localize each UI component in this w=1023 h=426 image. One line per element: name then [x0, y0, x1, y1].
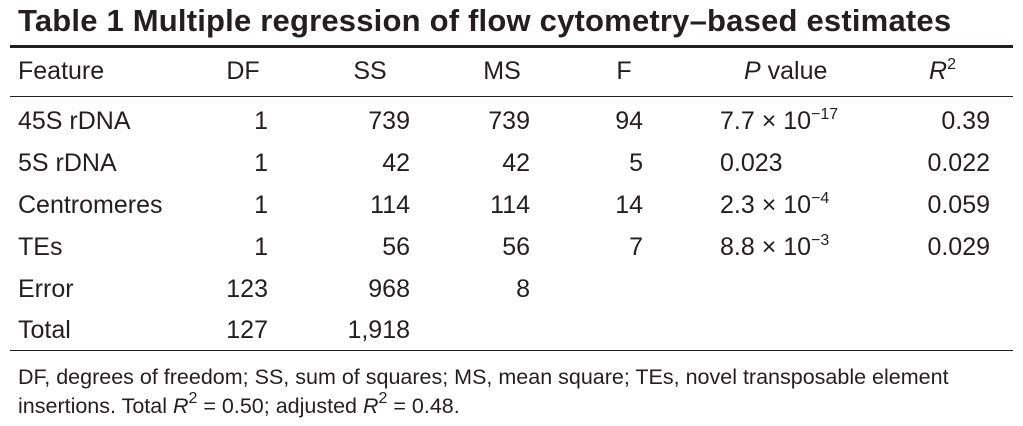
- header-r2: R2: [929, 56, 956, 86]
- cell-ms: 42: [502, 149, 530, 177]
- cell-ss: 739: [368, 107, 410, 135]
- cell-f: 7: [629, 233, 643, 261]
- cell-r2: 0.39: [941, 107, 990, 135]
- header-df: DF: [226, 57, 260, 85]
- footer-rule: [10, 350, 1013, 351]
- cell-ss: 42: [382, 149, 410, 177]
- footnote-r-exp: 2: [188, 390, 198, 407]
- cell-r2: 0.059: [927, 191, 990, 219]
- cell-p-exp: −4: [811, 190, 830, 207]
- cell-ms: 8: [516, 275, 530, 303]
- cell-p-exp: −17: [811, 106, 839, 123]
- cell-p-value: 8.8 × 10−3: [720, 232, 829, 262]
- cell-ms: 114: [490, 191, 530, 219]
- cell-df: 1: [254, 149, 268, 177]
- header-ss: SS: [353, 57, 387, 85]
- cell-feature: 45S rDNA: [18, 107, 131, 135]
- top-rule: [10, 45, 1013, 48]
- table-title: Table 1 Multiple regression of flow cyto…: [18, 3, 952, 38]
- header-p-italic: P: [744, 57, 761, 85]
- cell-p-value: 2.3 × 10−4: [720, 190, 829, 220]
- header-r2-exp: 2: [947, 56, 956, 73]
- cell-f: 14: [615, 191, 643, 219]
- cell-df: 1: [254, 233, 268, 261]
- footnote-r-symbol: R: [172, 394, 189, 418]
- footnote-text-2: = 0.50; adjusted: [197, 394, 363, 418]
- header-p-value: P value: [744, 56, 827, 86]
- cell-feature: TEs: [18, 233, 63, 261]
- cell-r2: 0.029: [927, 233, 990, 261]
- cell-ms: 56: [502, 233, 530, 261]
- cell-ms: 739: [488, 107, 530, 135]
- cell-feature: 5S rDNA: [18, 149, 117, 177]
- cell-ss: 1,918: [347, 316, 410, 344]
- header-r2-base: R: [929, 57, 948, 85]
- cell-df: 1: [254, 191, 268, 219]
- cell-r2: 0.022: [927, 149, 990, 177]
- header-rule: [10, 96, 1013, 97]
- cell-f: 94: [615, 107, 643, 135]
- cell-feature: Error: [18, 275, 74, 303]
- footnote-text: DF, degrees of freedom; SS, sum of squar…: [18, 365, 949, 418]
- cell-f: 5: [629, 149, 643, 177]
- header-p-rest: value: [760, 57, 828, 85]
- cell-df: 1: [254, 107, 268, 135]
- footnote-r-symbol-2: R: [362, 394, 379, 418]
- header-ms: MS: [483, 57, 521, 85]
- cell-feature: Centromeres: [18, 191, 163, 219]
- cell-df: 123: [226, 275, 268, 303]
- cell-p-base: 0.023: [720, 149, 783, 177]
- cell-ss: 114: [370, 191, 410, 219]
- cell-p-value: 0.023: [720, 148, 783, 178]
- footnote-text-3: = 0.48.: [387, 394, 460, 418]
- cell-p-exp: −3: [811, 232, 830, 249]
- table-footnote: DF, degrees of freedom; SS, sum of squar…: [18, 363, 1008, 421]
- cell-p-base: 8.8 × 10: [720, 233, 812, 261]
- cell-p-base: 2.3 × 10: [720, 191, 812, 219]
- cell-ss: 968: [368, 275, 410, 303]
- cell-ss: 56: [382, 233, 410, 261]
- cell-p-base: 7.7 × 10: [720, 107, 812, 135]
- footnote-r-exp-2: 2: [378, 390, 388, 407]
- cell-df: 127: [226, 316, 268, 344]
- cell-p-value: 7.7 × 10−17: [720, 106, 838, 136]
- header-f: F: [616, 57, 632, 85]
- header-feature: Feature: [18, 57, 105, 85]
- cell-feature: Total: [18, 316, 71, 344]
